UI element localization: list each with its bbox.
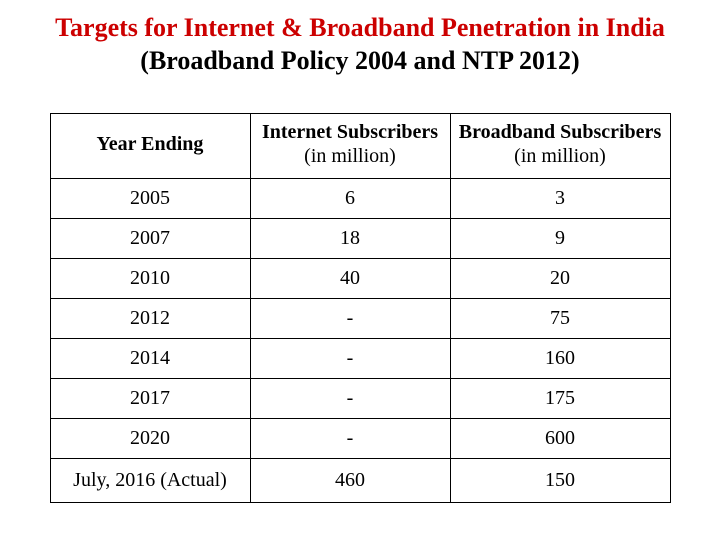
col-header-broadband-label: Broadband Subscribers (459, 121, 661, 143)
cell-broadband: 9 (450, 219, 670, 259)
slide: Targets for Internet & Broadband Penetra… (0, 0, 720, 540)
cell-broadband: 3 (450, 179, 670, 219)
cell-year: 2010 (50, 259, 250, 299)
col-header-year-label: Year Ending (97, 133, 204, 155)
cell-broadband: 175 (450, 379, 670, 419)
cell-internet: - (250, 339, 450, 379)
cell-broadband: 75 (450, 299, 670, 339)
cell-internet: 40 (250, 259, 450, 299)
cell-internet: - (250, 379, 450, 419)
table-row: 2020 - 600 (50, 419, 670, 459)
cell-year: 2014 (50, 339, 250, 379)
col-header-broadband: Broadband Subscribers (in million) (450, 114, 670, 179)
cell-year: 2020 (50, 419, 250, 459)
targets-table: Year Ending Internet Subscribers (in mil… (50, 113, 671, 503)
title-line-1: Targets for Internet & Broadband Penetra… (55, 13, 665, 42)
col-header-internet: Internet Subscribers (in million) (250, 114, 450, 179)
cell-year: 2017 (50, 379, 250, 419)
table-row: 2007 18 9 (50, 219, 670, 259)
table-row: 2012 - 75 (50, 299, 670, 339)
table-row: 2010 40 20 (50, 259, 670, 299)
cell-year: 2007 (50, 219, 250, 259)
cell-internet: 460 (250, 459, 450, 503)
cell-broadband: 600 (450, 419, 670, 459)
table-row: 2005 6 3 (50, 179, 670, 219)
cell-year: 2012 (50, 299, 250, 339)
cell-internet: - (250, 419, 450, 459)
table-row: July, 2016 (Actual) 460 150 (50, 459, 670, 503)
cell-broadband: 150 (450, 459, 670, 503)
col-header-internet-label: Internet Subscribers (262, 121, 438, 143)
cell-broadband: 160 (450, 339, 670, 379)
cell-internet: 6 (250, 179, 450, 219)
cell-year: 2005 (50, 179, 250, 219)
table-header-row: Year Ending Internet Subscribers (in mil… (50, 114, 670, 179)
cell-internet: 18 (250, 219, 450, 259)
cell-broadband: 20 (450, 259, 670, 299)
col-header-internet-sub: (in million) (257, 144, 444, 168)
cell-internet: - (250, 299, 450, 339)
cell-year: July, 2016 (Actual) (50, 459, 250, 503)
col-header-broadband-sub: (in million) (457, 144, 664, 168)
table-row: 2017 - 175 (50, 379, 670, 419)
slide-title: Targets for Internet & Broadband Penetra… (24, 12, 696, 77)
title-line-2: (Broadband Policy 2004 and NTP 2012) (140, 46, 579, 75)
table-row: 2014 - 160 (50, 339, 670, 379)
col-header-year: Year Ending (50, 114, 250, 179)
